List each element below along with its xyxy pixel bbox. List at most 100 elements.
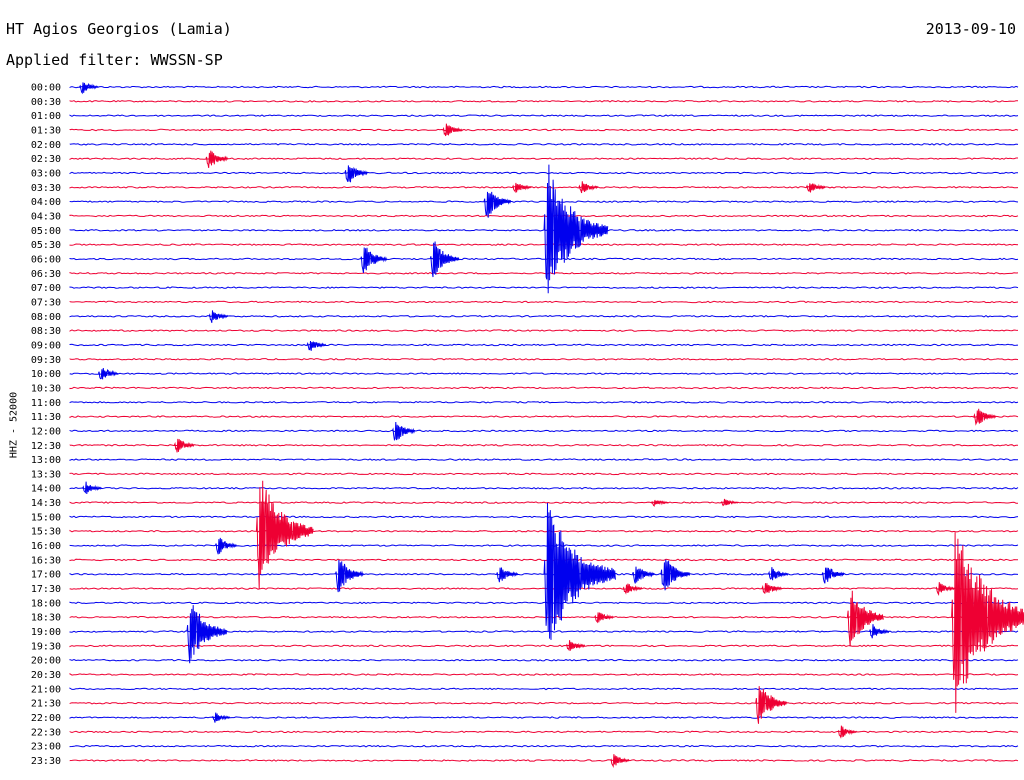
seismic-event [973,408,996,426]
row-time-label: 17:30 [31,584,61,595]
trace-line [69,601,1018,605]
row-time-label: 18:30 [31,613,61,624]
seismic-event [651,499,669,507]
seismic-event [622,583,643,595]
row-time-label: 21:30 [31,699,61,710]
trace-line [69,214,1019,218]
trace-line [69,501,1018,504]
row-time-label: 16:30 [31,555,61,566]
row-time-label: 20:30 [31,670,61,681]
row-time-label: 23:00 [31,742,61,753]
trace-line [69,658,1019,662]
trace-line [69,358,1019,361]
trace-line [69,300,1019,304]
trace-line [69,286,1019,289]
seismic-event [79,82,99,95]
trace-line [69,114,1019,117]
row-time-label: 14:00 [31,484,61,495]
trace-line [69,372,1019,375]
trace-line [69,257,1019,261]
row-time-label: 20:00 [31,656,61,667]
row-time-label: 08:00 [31,312,61,323]
seismic-event [334,559,364,593]
seismic-event [429,241,460,278]
seismic-event [761,583,783,595]
trace-line [69,415,1019,419]
seismic-event [511,182,532,194]
seismic-event [578,181,599,194]
row-time-label: 17:00 [31,570,61,581]
row-time-label: 00:30 [31,97,61,108]
seismic-event [211,712,231,723]
trace-line [69,472,1019,476]
trace-line [69,229,1019,232]
row-time-label: 02:00 [31,140,61,151]
seismic-event [391,421,416,441]
trace-line [69,673,1019,676]
row-time-label: 06:30 [31,269,61,280]
trace-line [69,759,1019,762]
row-time-label: 22:30 [31,727,61,738]
seismic-event [255,480,314,589]
row-time-label: 09:00 [31,340,61,351]
row-time-label: 19:00 [31,627,61,638]
seismic-event [344,165,368,183]
seismic-event [767,567,789,581]
seismic-event [805,183,826,193]
trace-line [69,701,1019,705]
seismic-event [214,537,237,555]
seismic-event [496,567,519,583]
row-time-label: 12:00 [31,426,61,437]
row-time-label: 08:30 [31,326,61,337]
trace-line [69,85,1019,89]
row-time-label: 19:30 [31,641,61,652]
trace-line [69,572,1019,576]
seismic-event [755,686,787,724]
trace-line [69,429,1019,433]
trace-line [69,458,1019,461]
seismic-event [543,502,616,640]
trace-line [69,329,1019,332]
trace-line [69,544,1019,547]
seismic-event [82,481,102,495]
row-time-label: 01:30 [31,125,61,136]
trace-line [69,486,1019,490]
row-time-label: 18:00 [31,598,61,609]
seismic-event [846,590,884,647]
row-time-label: 09:30 [31,355,61,366]
row-time-label: 15:00 [31,512,61,523]
row-time-label: 07:00 [31,283,61,294]
row-time-label: 23:30 [31,756,61,767]
row-time-label: 05:30 [31,240,61,251]
seismic-event [660,559,691,591]
trace-line [69,271,1019,275]
trace-line [69,529,1019,533]
trace-line [69,171,1019,175]
row-time-label: 11:30 [31,412,61,423]
row-time-label: 22:00 [31,713,61,724]
seismic-event [632,566,655,584]
row-time-label: 11:00 [31,398,61,409]
row-time-label: 21:00 [31,684,61,695]
seismic-event [97,367,119,380]
seismic-event [610,754,630,768]
trace-line [69,558,1019,562]
row-time-label: 15:30 [31,527,61,538]
row-time-label: 10:30 [31,383,61,394]
trace-line [69,744,1019,748]
trace-line [69,444,1018,447]
row-time-label: 06:00 [31,254,61,265]
row-time-label: 03:30 [31,183,61,194]
trace-line [69,243,1019,246]
row-time-label: 02:30 [31,154,61,165]
row-time-label: 13:00 [31,455,61,466]
trace-line [69,687,1019,691]
seismic-event [565,640,586,652]
row-time-label: 10:00 [31,369,61,380]
trace-line [69,730,1019,734]
seismic-event [951,532,1024,713]
record-date: 2013-09-10 [925,20,1016,38]
seismic-event [543,164,609,294]
seismic-event [205,150,229,168]
trace-line [69,143,1019,146]
